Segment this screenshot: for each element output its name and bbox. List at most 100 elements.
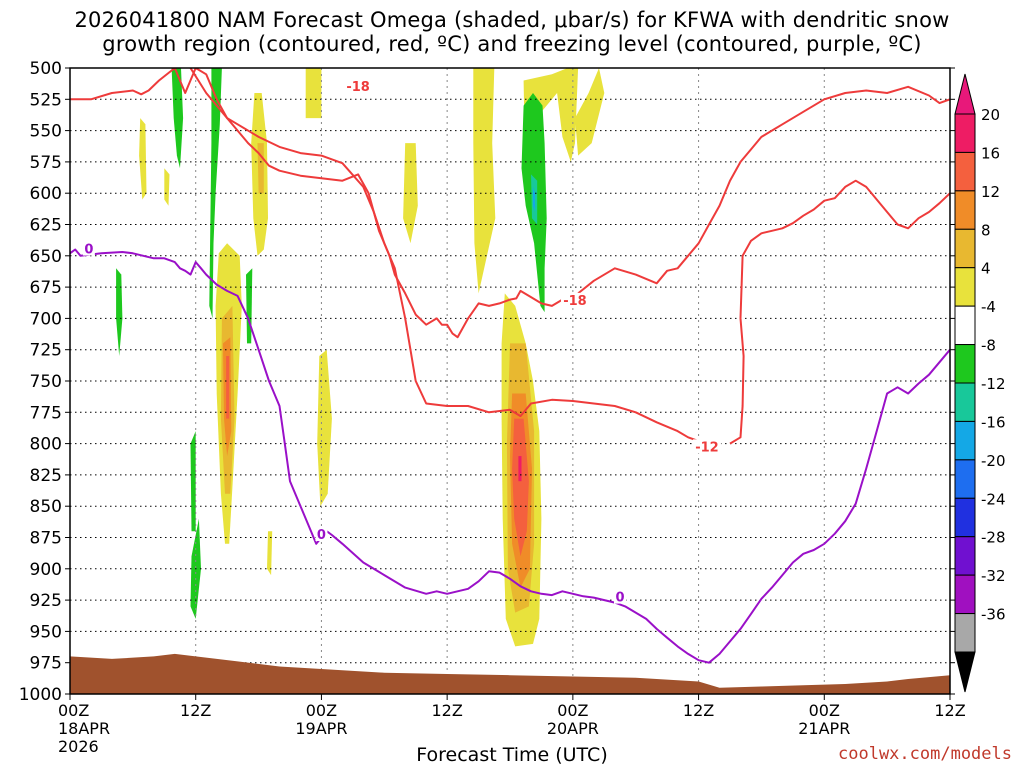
y-tick-label: 625 — [30, 216, 62, 236]
omega-area — [116, 268, 123, 356]
colorbar-swatch — [954, 228, 976, 269]
x-tick-label: 00Z — [809, 701, 840, 720]
contour-line-purple — [70, 248, 950, 664]
y-tick-label: 800 — [30, 435, 62, 455]
omega-area — [575, 68, 605, 156]
y-tick-label: 1000 — [19, 685, 62, 705]
grid-lines — [70, 68, 950, 694]
contour-label-bg — [315, 526, 328, 541]
chart-title-line-1: 2026041800 NAM Forecast Omega (shaded, μ… — [74, 8, 950, 32]
colorbar-swatch — [954, 267, 976, 307]
omega-area — [523, 68, 579, 162]
omega-area — [139, 118, 147, 200]
colorbar-label: 20 — [981, 106, 1000, 124]
colorbar-label: -4 — [981, 298, 996, 316]
contour-label-bg — [692, 439, 721, 454]
y-tick-label: 500 — [30, 59, 62, 79]
colorbar-swatch — [954, 497, 976, 538]
terrain-area — [70, 653, 950, 694]
colorbar-label: 4 — [981, 260, 991, 278]
colorbar-swatch — [954, 344, 976, 384]
colorbar-swatch — [954, 613, 976, 653]
omega-area — [267, 531, 273, 576]
x-tick-label: 21APR — [798, 719, 850, 738]
contour-line-red — [577, 85, 950, 295]
contour-label: -18 — [563, 294, 587, 309]
y-tick-label: 575 — [30, 153, 62, 173]
colorbar-swatch — [954, 536, 976, 576]
contour-line-red — [173, 68, 699, 443]
y-tick-label: 550 — [30, 122, 62, 142]
x-tick-label: 12Z — [431, 701, 462, 720]
colorbar-label: -20 — [981, 452, 1006, 470]
contour-label-bg — [344, 78, 373, 93]
omega-area — [226, 356, 230, 419]
x-tick-label: 18APR — [58, 719, 110, 738]
credit-text: coolwx.com/models — [838, 744, 1012, 764]
colorbar-label: -36 — [981, 606, 1006, 624]
contour-label-bg — [614, 589, 626, 604]
y-tick-label: 775 — [30, 403, 62, 423]
colorbar-swatch — [954, 574, 976, 615]
y-tick-label: 875 — [30, 529, 62, 549]
contour-label-bg — [82, 241, 95, 256]
x-tick-label: 19APR — [295, 719, 347, 738]
contour-label-bg — [560, 292, 589, 307]
omega-area — [257, 143, 264, 194]
colorbar-swatch — [954, 305, 976, 346]
contour-label: 0 — [84, 243, 93, 258]
colorbar-label: 16 — [981, 144, 1000, 162]
contour-label: -18 — [346, 80, 370, 95]
y-tick-label: 725 — [30, 341, 62, 361]
y-tick-label: 950 — [30, 622, 62, 642]
y-tick-label: 650 — [30, 247, 62, 267]
colorbar-swatch — [954, 420, 976, 461]
omega-area — [512, 418, 529, 557]
y-tick-label: 900 — [30, 560, 62, 580]
x-axis-label: Forecast Time (UTC) — [416, 744, 608, 766]
colorbar-label: -28 — [981, 529, 1006, 547]
colorbar-label: -12 — [981, 375, 1006, 393]
y-tick-label: 975 — [30, 654, 62, 674]
omega-area — [317, 349, 332, 507]
omega-shading — [116, 68, 605, 647]
x-tick-label: 12Z — [934, 701, 965, 720]
omega-area — [473, 68, 496, 294]
contour-labels: -18 -18 -12 0 0 0 — [82, 78, 721, 606]
omega-area — [518, 456, 522, 482]
x-tick-label: 12Z — [180, 701, 211, 720]
y-tick-label: 525 — [30, 90, 62, 110]
colorbar-bottom-arrow — [954, 651, 976, 693]
colorbar-swatch — [954, 151, 976, 192]
colorbar-label: 12 — [981, 183, 1000, 201]
omega-area — [190, 431, 196, 532]
colorbar-swatch — [954, 113, 976, 153]
colorbar-label: 8 — [981, 221, 991, 239]
x-tick-label: 00Z — [557, 701, 588, 720]
chart-title-line-2: growth region (contoured, red, ºC) and f… — [102, 32, 922, 56]
colorbar: 20 16 12 8 4 -4 -8 -12 -16 -20 -24 -28 -32 -36 — [954, 73, 1006, 693]
contour-line-red — [70, 68, 573, 339]
omega-area — [305, 68, 322, 119]
colorbar-label: -24 — [981, 490, 1006, 508]
colorbar-label: -8 — [981, 337, 996, 355]
contour-label: -12 — [695, 440, 719, 455]
y-tick-label: 925 — [30, 591, 62, 611]
colorbar-label: -32 — [981, 567, 1006, 585]
colorbar-swatch — [954, 459, 976, 499]
y-tick-label: 700 — [30, 309, 62, 329]
contour-line-red — [729, 179, 950, 445]
y-tick-label: 850 — [30, 497, 62, 517]
x-tick-label: 00Z — [306, 701, 337, 720]
y-tick-label: 825 — [30, 466, 62, 486]
y-tick-label: 600 — [30, 184, 62, 204]
contour-label: 0 — [615, 591, 624, 606]
omega-area — [171, 68, 184, 169]
contours — [70, 68, 950, 664]
x-tick-label: 00Z — [58, 701, 89, 720]
colorbar-top-arrow — [954, 73, 976, 115]
colorbar-swatch — [954, 382, 976, 422]
y-tick-label: 675 — [30, 278, 62, 298]
colorbar-label: -16 — [981, 413, 1006, 431]
